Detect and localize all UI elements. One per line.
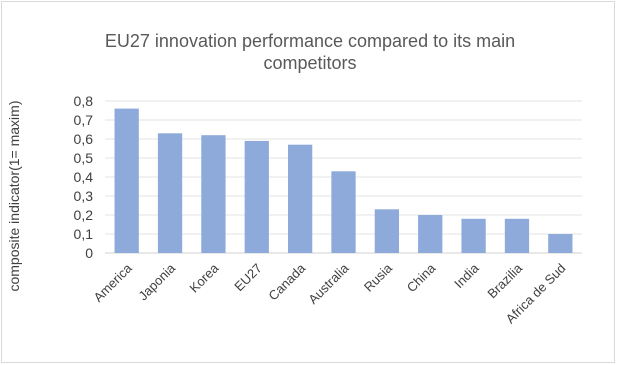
- bar: [201, 135, 226, 253]
- chart-title: EU27 innovation performance compared to …: [104, 31, 516, 73]
- x-tick-label: EU27: [231, 261, 265, 295]
- bar: [418, 215, 443, 253]
- x-tick-label: Australia: [305, 260, 352, 307]
- bar: [374, 209, 400, 253]
- bar: [548, 234, 573, 253]
- x-tick-label: Rusia: [361, 260, 396, 295]
- y-tick-label: 0,5: [74, 150, 94, 166]
- x-tick-label: India: [451, 260, 482, 291]
- x-tick-label: Japonia: [135, 260, 178, 303]
- bar: [331, 171, 356, 253]
- bar: [287, 144, 313, 253]
- bar: [504, 218, 530, 253]
- x-tick-label: Canada: [265, 260, 308, 303]
- x-tick-label: Korea: [186, 260, 222, 296]
- y-tick-label: 0,6: [74, 131, 94, 147]
- x-tick-label: China: [404, 260, 439, 295]
- bar: [461, 218, 486, 253]
- bar: [114, 108, 139, 253]
- bar: [244, 140, 269, 253]
- x-tick-label: America: [90, 260, 135, 305]
- y-tick-label: 0,1: [74, 226, 94, 242]
- bar: [157, 133, 183, 253]
- y-tick-label: 0: [85, 245, 93, 261]
- y-tick-label: 0,2: [74, 207, 94, 223]
- y-tick-label: 0,3: [74, 188, 94, 204]
- x-tick-label: Brazilia: [484, 260, 525, 301]
- y-tick-label: 0,4: [74, 169, 94, 185]
- y-tick-label: 0,8: [74, 93, 94, 109]
- y-tick-label: 0,7: [74, 112, 94, 128]
